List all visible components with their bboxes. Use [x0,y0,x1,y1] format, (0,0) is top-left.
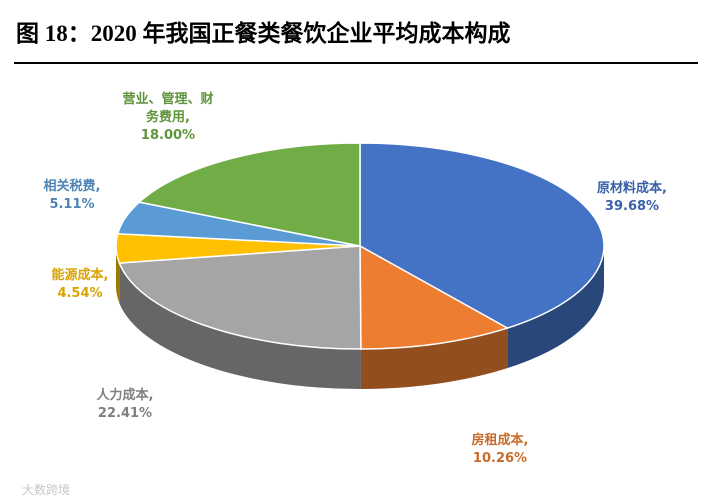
pie-slice [118,245,362,350]
chart-title: 图 18：2020 年我国正餐类餐饮企业平均成本构成 [16,21,511,46]
pie-slice [359,142,605,329]
category-label: 原材料成本, [597,181,667,196]
pie-side [119,263,361,389]
value-label: 10.26% [472,451,528,466]
watermark: 大数跨境 [22,483,71,497]
title-rule [14,62,698,64]
pie-slice [137,142,361,247]
pie-side [360,328,508,389]
data-label: 营业、管理、财务费用, 18.00% [118,91,218,145]
data-label: 能源成本, 4.54% [35,267,125,303]
value-label: 4.54% [57,286,103,301]
category-label: 相关税费, [43,179,101,194]
value-label: 22.41% [97,406,153,421]
category-label: 能源成本, [51,268,109,283]
data-label: 房租成本, 10.26% [450,432,550,468]
value-label: 5.11% [49,197,95,212]
value-label: 18.00% [140,128,196,143]
pie-side [507,246,604,369]
value-label: 39.68% [604,199,660,214]
category-label: 房租成本, [471,433,529,448]
data-label: 人力成本, 22.41% [75,387,175,423]
category-label: 人力成本, [96,388,154,403]
data-label: 相关税费, 5.11% [27,178,117,214]
pie-slice [359,244,510,350]
category-label: 营业、管理、财务费用, [122,92,214,125]
pie-side [116,246,120,304]
data-label: 原材料成本, 39.68% [577,180,687,216]
